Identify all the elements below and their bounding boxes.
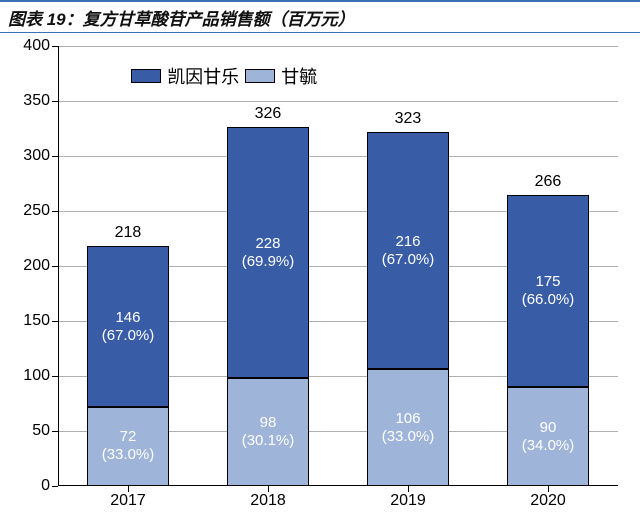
bar-segment-kaiyin: 146(67.0%) [87, 246, 168, 407]
y-tick-label: 150 [23, 312, 58, 330]
segment-percent: (69.9%) [242, 253, 295, 271]
x-tick-label: 2020 [530, 486, 566, 510]
y-tick-label: 50 [32, 422, 58, 440]
plot-area: 050100150200250300350400 201720182019202… [58, 46, 618, 486]
segment-percent: (67.0%) [102, 327, 155, 345]
bar-total-label: 326 [255, 105, 282, 127]
y-tick-label: 0 [41, 477, 58, 495]
x-tick-label: 2018 [250, 486, 286, 510]
bar-total-label: 266 [535, 173, 562, 195]
y-tick-label: 350 [23, 92, 58, 110]
y-tick-label: 250 [23, 202, 58, 220]
segment-value: 228 [255, 235, 280, 253]
legend-label-0: 凯因甘乐 [167, 63, 239, 89]
segment-value: 98 [260, 414, 277, 432]
bar-segment-ganyu: 106(33.0%) [367, 369, 448, 486]
bar-segment-ganyu: 90(34.0%) [507, 387, 588, 486]
y-tick-label: 400 [23, 37, 58, 55]
segment-percent: (33.0%) [102, 446, 155, 464]
segment-value: 106 [395, 410, 420, 428]
segment-percent: (33.0%) [382, 428, 435, 446]
bar-segment-kaiyin: 216(67.0%) [367, 132, 448, 370]
bar-segment-kaiyin: 228(69.9%) [227, 127, 308, 378]
bar-segment-kaiyin: 175(66.0%) [507, 195, 588, 388]
y-tick-label: 200 [23, 257, 58, 275]
segment-value: 146 [115, 309, 140, 327]
legend-label-1: 甘毓 [281, 63, 317, 89]
x-tick-label: 2019 [390, 486, 426, 510]
figure: 图表 19：复方甘草酸苷产品销售额（百万元） 05010015020025030… [0, 0, 640, 521]
bar-group: 106(33.0%)216(67.0%)323 [367, 132, 448, 486]
chart-title-text: 图表 19：复方甘草酸苷产品销售额（百万元） [8, 5, 355, 30]
bar-group: 90(34.0%)175(66.0%)266 [507, 195, 588, 487]
legend: 凯因甘乐 甘毓 [125, 61, 323, 91]
bars-layer: 72(33.0%)146(67.0%)21898(30.1%)228(69.9%… [58, 46, 618, 486]
y-tick-label: 100 [23, 367, 58, 385]
y-tick-label: 300 [23, 147, 58, 165]
segment-percent: (66.0%) [522, 291, 575, 309]
bar-group: 98(30.1%)228(69.9%)326 [227, 127, 308, 486]
segment-percent: (34.0%) [522, 437, 575, 455]
segment-value: 90 [540, 419, 557, 437]
segment-value: 175 [535, 273, 560, 291]
segment-value: 72 [120, 428, 137, 446]
bar-group: 72(33.0%)146(67.0%)218 [87, 246, 168, 486]
bar-segment-ganyu: 98(30.1%) [227, 378, 308, 486]
segment-value: 216 [395, 233, 420, 251]
chart-title: 图表 19：复方甘草酸苷产品销售额（百万元） [0, 0, 640, 33]
bar-segment-ganyu: 72(33.0%) [87, 407, 168, 486]
x-tick-label: 2017 [110, 486, 146, 510]
legend-swatch-0 [131, 69, 161, 83]
segment-percent: (30.1%) [242, 432, 295, 450]
segment-percent: (67.0%) [382, 251, 435, 269]
bar-total-label: 323 [395, 110, 422, 132]
bar-total-label: 218 [115, 224, 142, 246]
legend-swatch-1 [245, 69, 275, 83]
